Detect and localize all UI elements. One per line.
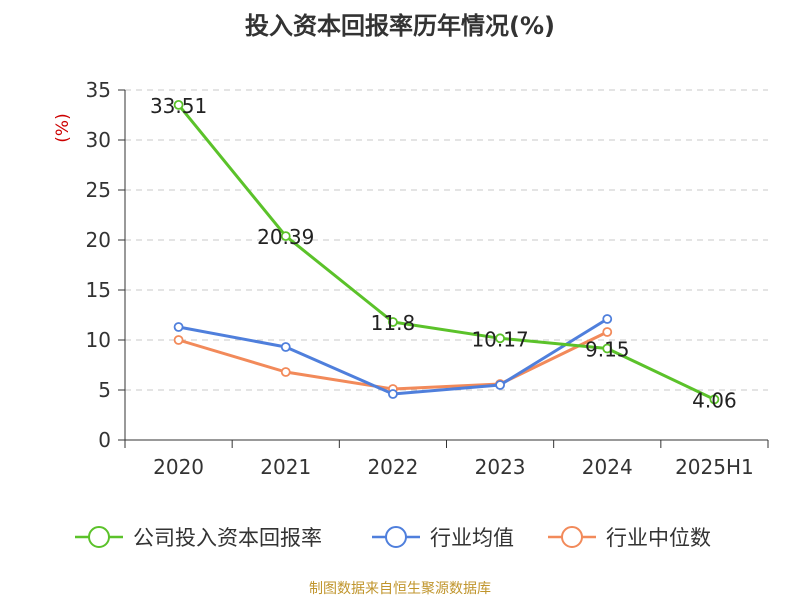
y-tick-label: 20 bbox=[86, 228, 111, 252]
x-tick-label: 2023 bbox=[475, 455, 526, 479]
data-point bbox=[602, 343, 613, 354]
data-point bbox=[495, 380, 505, 390]
data-label: 10.17 bbox=[471, 327, 528, 351]
legend-label: 行业中位数 bbox=[606, 526, 711, 550]
series-layer bbox=[173, 100, 720, 405]
series-line-0 bbox=[177, 103, 716, 401]
legend-swatch-marker bbox=[561, 526, 583, 548]
data-point bbox=[280, 231, 291, 242]
data-label: 33.51 bbox=[150, 94, 207, 118]
x-tick-label: 2022 bbox=[367, 455, 418, 479]
source-note: 制图数据来自恒生聚源数据库 bbox=[309, 581, 491, 597]
legend-label: 行业均值 bbox=[430, 526, 514, 550]
data-point bbox=[173, 335, 184, 345]
grid-lines bbox=[125, 89, 768, 391]
x-tick-label: 2025H1 bbox=[675, 455, 754, 479]
x-tick-label: 2020 bbox=[153, 455, 204, 479]
y-tick-label: 0 bbox=[98, 428, 111, 452]
data-point bbox=[173, 322, 184, 332]
axes: 0 5 10 15 20 25 30 35 2020 2021 2022 2023 2024 2025H1… bbox=[53, 78, 769, 479]
x-tick-label: 2021 bbox=[260, 455, 311, 479]
data-point bbox=[495, 333, 505, 344]
data-point bbox=[709, 394, 720, 405]
data-point bbox=[280, 367, 291, 377]
y-axis-label: (%) bbox=[53, 113, 73, 142]
y-tick-label: 35 bbox=[86, 78, 111, 102]
data-labels: 33.51 20.39 11.8 10.17 9.15 4.06 bbox=[150, 94, 737, 412]
data-label: 9.15 bbox=[585, 338, 630, 362]
data-label: 20.39 bbox=[257, 225, 314, 249]
series-line-2 bbox=[178, 330, 608, 391]
legend-swatch-marker bbox=[88, 526, 110, 548]
chart-title: 投入资本回报率历年情况(%) bbox=[245, 12, 555, 40]
y-tick-label: 5 bbox=[98, 378, 111, 402]
data-label: 11.8 bbox=[371, 311, 416, 335]
data-point bbox=[602, 314, 613, 324]
legend-label: 公司投入资本回报率 bbox=[133, 526, 322, 550]
data-point bbox=[602, 327, 613, 337]
legend: 公司投入资本回报率 行业均值 行业中位数 bbox=[75, 526, 711, 550]
y-tick-label: 25 bbox=[86, 178, 111, 202]
data-point bbox=[280, 342, 291, 352]
x-tick-label: 2024 bbox=[582, 455, 633, 479]
y-tick-label: 15 bbox=[86, 278, 111, 302]
y-tick-label: 30 bbox=[86, 128, 111, 152]
data-point bbox=[173, 100, 184, 110]
data-point bbox=[388, 317, 398, 327]
data-point bbox=[388, 389, 398, 399]
legend-swatch-marker bbox=[385, 526, 407, 548]
y-tick-label: 10 bbox=[86, 328, 111, 352]
data-label: 4.06 bbox=[692, 388, 737, 412]
